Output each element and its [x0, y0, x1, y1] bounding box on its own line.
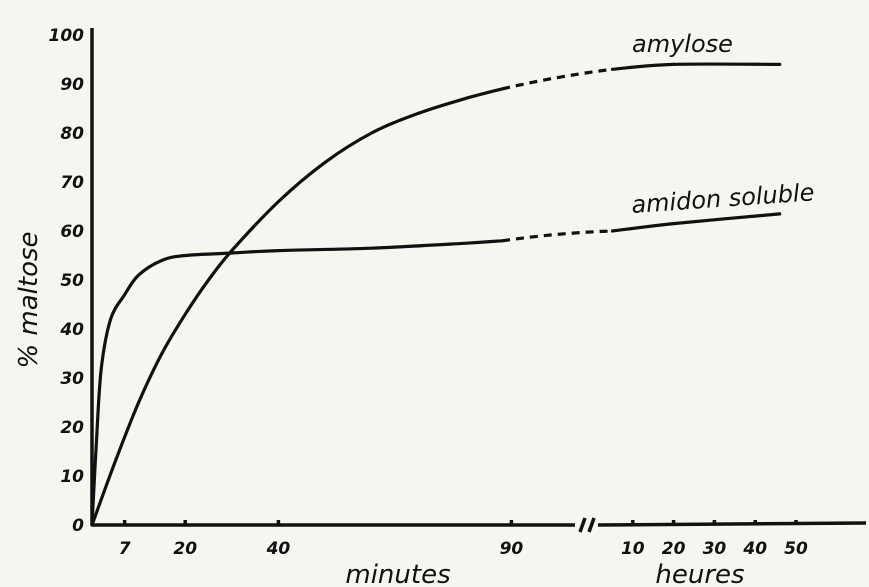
- x-axis-title-heures: heures: [655, 560, 744, 587]
- y-tick-label: 50: [60, 271, 84, 291]
- x-tick-label-minutes: 7: [119, 539, 131, 559]
- y-tick-label: 60: [60, 222, 84, 242]
- series-line-amidon-soluble-dashed-gap: [501, 229, 613, 243]
- series-line-amidon-soluble-heures: [610, 212, 782, 233]
- series-line-amylose-minutes: [90, 87, 504, 527]
- series-curves: [90, 62, 782, 527]
- x-tick-label-heures: 10: [621, 539, 645, 559]
- x-tick-label-heures: 50: [784, 539, 808, 559]
- series-label-amylose: amylose: [632, 30, 733, 58]
- x-axis-line-heures: [597, 521, 867, 527]
- tick-labels: 0 10 20 30 40 50 60 70 80 90 100 7 20 40 90 10 20 30 40 50: [49, 26, 808, 559]
- series-line-amylose-dashed-gap: [501, 67, 613, 91]
- y-axis-title: % maltose: [14, 231, 44, 368]
- x-tick-label-heures: 40: [742, 539, 767, 559]
- axis-break-mark: [578, 517, 596, 533]
- x-axis-title-minutes: minutes: [345, 560, 450, 587]
- x-tick-label-heures: 30: [703, 539, 727, 559]
- y-tick-label: 40: [59, 320, 84, 340]
- x-tick-label-heures: 20: [662, 539, 686, 559]
- axes: [90, 28, 867, 533]
- y-tick-label: 20: [60, 418, 84, 438]
- series-label-amidon-soluble: amidon soluble: [630, 178, 815, 219]
- y-tick-label: 90: [60, 75, 84, 95]
- y-tick-label: 30: [60, 369, 84, 389]
- y-tick-label: 10: [60, 467, 84, 487]
- series-line-amidon-soluble-minutes: [90, 239, 504, 527]
- y-tick-label: 0: [72, 516, 84, 536]
- y-tick-label: 100: [49, 26, 85, 46]
- y-tick-label: 80: [60, 124, 84, 144]
- x-tick-label-minutes: 90: [500, 539, 524, 559]
- x-tick-label-minutes: 20: [173, 539, 197, 559]
- x-tick-label-minutes: 40: [266, 539, 291, 559]
- series-line-amylose-heures: [610, 62, 782, 71]
- y-tick-label: 70: [60, 173, 84, 193]
